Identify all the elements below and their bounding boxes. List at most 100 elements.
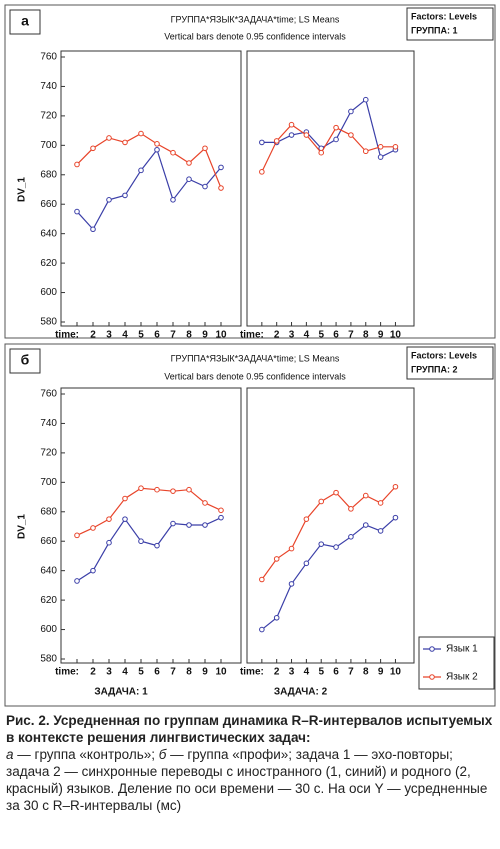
data-point (186, 176, 192, 182)
x-tick-label: 8 (363, 667, 369, 678)
data-point (333, 489, 339, 496)
data-point (154, 486, 160, 493)
data-point (377, 144, 384, 150)
x-tick-label: 2 (90, 667, 96, 678)
x-tick-label: 3 (106, 667, 112, 678)
y-tick-label: 740 (40, 418, 57, 429)
y-tick-label: 760 (40, 389, 57, 400)
caption-text: — группа «профи»; задача 1 — эхо-повторы… (6, 747, 488, 813)
x-tick-label: 2 (90, 330, 96, 341)
data-point (74, 161, 80, 168)
x-tick-label: 5 (138, 667, 144, 678)
data-point (333, 136, 339, 143)
panel-title: ГРУППА*ЯЗЫК*ЗАДАЧА*time; LS Means (171, 14, 340, 24)
data-point (74, 208, 80, 215)
series-line (76, 132, 222, 189)
x-tick-label: 7 (348, 667, 354, 678)
series-line (261, 98, 396, 158)
y-tick-label: 700 (40, 477, 57, 488)
data-point (273, 614, 280, 621)
data-point (218, 185, 224, 191)
data-point (392, 483, 399, 490)
data-point (138, 167, 144, 174)
x-tick-label: 4 (304, 667, 310, 678)
x-axis-title: ЗАДАЧА: 1 (94, 687, 148, 698)
x-tick-label: 4 (122, 330, 128, 341)
y-tick-label: 720 (40, 111, 57, 122)
data-point (303, 516, 310, 522)
data-point (202, 145, 208, 152)
data-point (288, 581, 295, 587)
y-tick-label: 720 (40, 448, 57, 459)
panel-label-box (9, 348, 41, 374)
data-point (218, 514, 224, 521)
data-point (377, 500, 384, 506)
x-tick-label: 3 (289, 667, 295, 678)
x-tick-label: 5 (318, 667, 324, 678)
data-point (318, 498, 325, 505)
x-tick-label: 3 (289, 330, 295, 341)
data-point (170, 149, 176, 156)
y-tick-label: 660 (40, 199, 57, 210)
x-tick-label: time: (240, 330, 264, 341)
legend-label: Язык 2 (446, 672, 478, 683)
data-point (333, 124, 339, 131)
data-point (186, 160, 192, 166)
data-point (348, 534, 354, 540)
data-point (362, 492, 369, 499)
x-tick-label: 7 (170, 330, 176, 341)
data-point (138, 485, 144, 492)
data-point (90, 226, 96, 233)
x-tick-label: 9 (202, 667, 208, 678)
x-tick-label: 7 (170, 667, 176, 678)
data-point (218, 164, 224, 171)
y-axis-title: DV_1 (17, 514, 28, 539)
data-point (348, 108, 354, 115)
data-point (303, 560, 310, 567)
caption-text: а (6, 747, 14, 762)
factors-box (406, 346, 494, 380)
factors-title: Factors: Levels (411, 350, 477, 360)
data-point (106, 539, 112, 546)
data-point (303, 132, 310, 138)
data-point (106, 516, 112, 522)
data-point (90, 567, 96, 574)
y-tick-label: 580 (40, 317, 57, 328)
series-line (76, 487, 222, 536)
x-tick-label: 10 (215, 667, 227, 678)
data-point (392, 144, 399, 150)
factors-box (406, 7, 494, 41)
figure: а ГРУППА*ЯЗЫК*ЗАДАЧА*time; LS Means Vert… (4, 4, 496, 707)
data-point (170, 488, 176, 494)
panel-frame (4, 4, 496, 339)
data-point (392, 514, 399, 521)
x-tick-label: 6 (154, 667, 160, 678)
y-tick-label: 700 (40, 140, 57, 151)
y-tick-label: 600 (40, 624, 57, 635)
data-point (259, 169, 265, 175)
panel-title: ГРУППА*ЯЗЫК*ЗАДАЧА*time; LS Means (171, 353, 340, 363)
data-point (202, 500, 208, 506)
data-point (122, 516, 128, 522)
panel-label-box (9, 9, 41, 35)
x-tick-label: 2 (274, 667, 280, 678)
plot-frame (246, 387, 415, 664)
data-point (348, 132, 354, 138)
y-tick-label: 760 (40, 52, 57, 63)
x-tick-label: 6 (154, 330, 160, 341)
series-line (261, 486, 396, 580)
x-tick-label: 4 (122, 667, 128, 678)
legend-marker (429, 674, 435, 680)
data-point (259, 139, 265, 146)
data-point (362, 96, 369, 103)
series-line (261, 123, 396, 173)
factors-title: Factors: Levels (411, 11, 477, 21)
legend-marker (429, 646, 435, 652)
x-tick-label: 5 (318, 330, 324, 341)
data-point (362, 522, 369, 528)
panel-label: б (21, 352, 30, 368)
x-tick-label: 7 (348, 330, 354, 341)
x-tick-label: 9 (202, 330, 208, 341)
data-point (90, 525, 96, 531)
legend-box (418, 636, 495, 690)
